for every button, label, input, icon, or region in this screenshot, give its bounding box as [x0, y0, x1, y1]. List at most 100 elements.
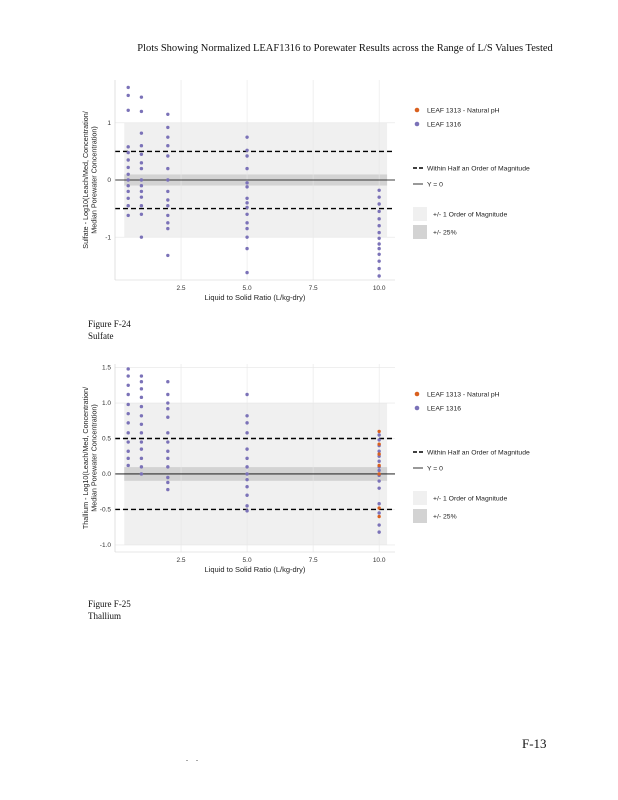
legend-series-marker [414, 405, 420, 411]
data-point [166, 125, 170, 130]
figure-sulfate-chart: 2.5 5.0 7.5 10.0 -1 0 1 Liquid to Solid Ratio (… [81, 80, 530, 302]
data-point [377, 514, 381, 519]
data-point [166, 449, 170, 453]
y-tick-label: 1 [107, 120, 111, 127]
data-point [139, 431, 144, 435]
data-point [126, 165, 130, 170]
data-point [377, 438, 381, 442]
data-point [245, 431, 249, 435]
legend-band-label: +/- 25% [433, 229, 457, 236]
data-point [377, 479, 381, 483]
data-point [139, 404, 144, 409]
data-point [166, 204, 170, 208]
data-point [377, 472, 381, 476]
data-point [139, 95, 144, 99]
data-point [377, 511, 381, 515]
data-point [126, 392, 130, 397]
x-axis-label: Liquid to Solid Ratio (L/kg-dry) [205, 293, 306, 302]
legend-series-marker [414, 107, 420, 113]
data-point [139, 387, 144, 391]
data-point [166, 253, 170, 258]
x-tick-label: 2.5 [177, 285, 186, 292]
data-point [139, 166, 144, 171]
data-point [139, 235, 144, 239]
data-point [126, 440, 130, 444]
data-point [377, 506, 381, 510]
y-tick-label: 0.5 [102, 436, 111, 443]
data-point [245, 148, 249, 152]
data-point [126, 145, 130, 149]
data-point [126, 213, 130, 218]
data-point [166, 431, 170, 435]
data-point [245, 212, 249, 216]
legend-line-label: Within Half an Order of Magnitude [427, 449, 530, 456]
data-point [377, 236, 381, 240]
legend-band-label: +/- 25% [433, 513, 457, 520]
legend-band-label: +/- 1 Order of Magnitude [433, 211, 507, 218]
data-point [126, 463, 130, 468]
y-axis-label-line: Thallium - Log10(Leach/Med, Concentratio… [81, 387, 90, 529]
legend-line-label: Y = 0 [427, 465, 443, 472]
x-tick-label: 5.0 [243, 557, 252, 564]
figure-thallium-chart: 2.5 5.0 7.5 10.0 1.5 1.0 0.5 0.0 -0.5 -1.0 Liquid … [81, 364, 530, 574]
data-point [139, 184, 144, 188]
data-point [377, 442, 381, 446]
data-point [126, 383, 130, 387]
figure-f24-caption: Figure F-24 Sulfate [88, 318, 131, 342]
footer-mark: . . [186, 754, 201, 763]
data-point [245, 477, 249, 482]
data-point [245, 414, 249, 418]
data-point [139, 178, 144, 182]
data-point [245, 447, 249, 451]
data-point [377, 463, 381, 468]
y-tick-label: -0.5 [100, 507, 112, 514]
y-axis-label-line: Sulfate - Log10(Leach/Med, Concentration… [81, 111, 90, 248]
legend-series-label: LEAF 1316 [427, 121, 461, 128]
data-point [126, 456, 130, 461]
data-point [377, 452, 381, 456]
data-point [245, 205, 249, 210]
data-point [139, 465, 144, 469]
data-point [139, 189, 144, 194]
data-point [139, 456, 144, 461]
data-point [245, 196, 249, 200]
data-point [139, 395, 144, 400]
data-point [245, 221, 249, 225]
data-point [377, 246, 381, 251]
data-point [166, 480, 170, 485]
y-tick-label: -1 [105, 234, 111, 241]
data-point [377, 195, 381, 199]
data-point [126, 196, 130, 200]
data-point [245, 181, 249, 185]
figure-f25-caption: Figure F-25 Thallium [88, 598, 131, 622]
data-point [245, 472, 249, 476]
y-axis-label-line: Median Porewater Concentration) [90, 126, 99, 233]
data-point [126, 402, 130, 407]
data-point [166, 178, 170, 182]
x-tick-label: 10.0 [373, 285, 386, 292]
data-point [377, 217, 381, 221]
data-point [126, 367, 130, 371]
series-leaf-1316 [126, 85, 381, 278]
data-point [126, 374, 130, 378]
data-point [377, 242, 381, 246]
data-point [377, 252, 381, 256]
legend-band-swatch [413, 509, 427, 523]
data-point [126, 158, 130, 162]
data-point [245, 465, 249, 469]
data-point [166, 406, 170, 411]
data-point [377, 486, 381, 490]
x-tick-label: 7.5 [309, 285, 318, 292]
data-point [245, 246, 249, 251]
legend-band-swatch [413, 491, 427, 505]
data-point [126, 204, 130, 208]
data-point [139, 380, 144, 384]
data-point [245, 392, 249, 397]
data-point [166, 440, 170, 444]
y-tick-label: 1.5 [102, 365, 111, 372]
figure-label: Figure F-24 [88, 319, 131, 329]
legend-series-label: LEAF 1313 - Natural pH [427, 107, 500, 114]
data-point [139, 472, 144, 476]
data-point [245, 235, 249, 239]
legend: LEAF 1313 - Natural pH LEAF 1316 Within Ha… [413, 107, 530, 239]
